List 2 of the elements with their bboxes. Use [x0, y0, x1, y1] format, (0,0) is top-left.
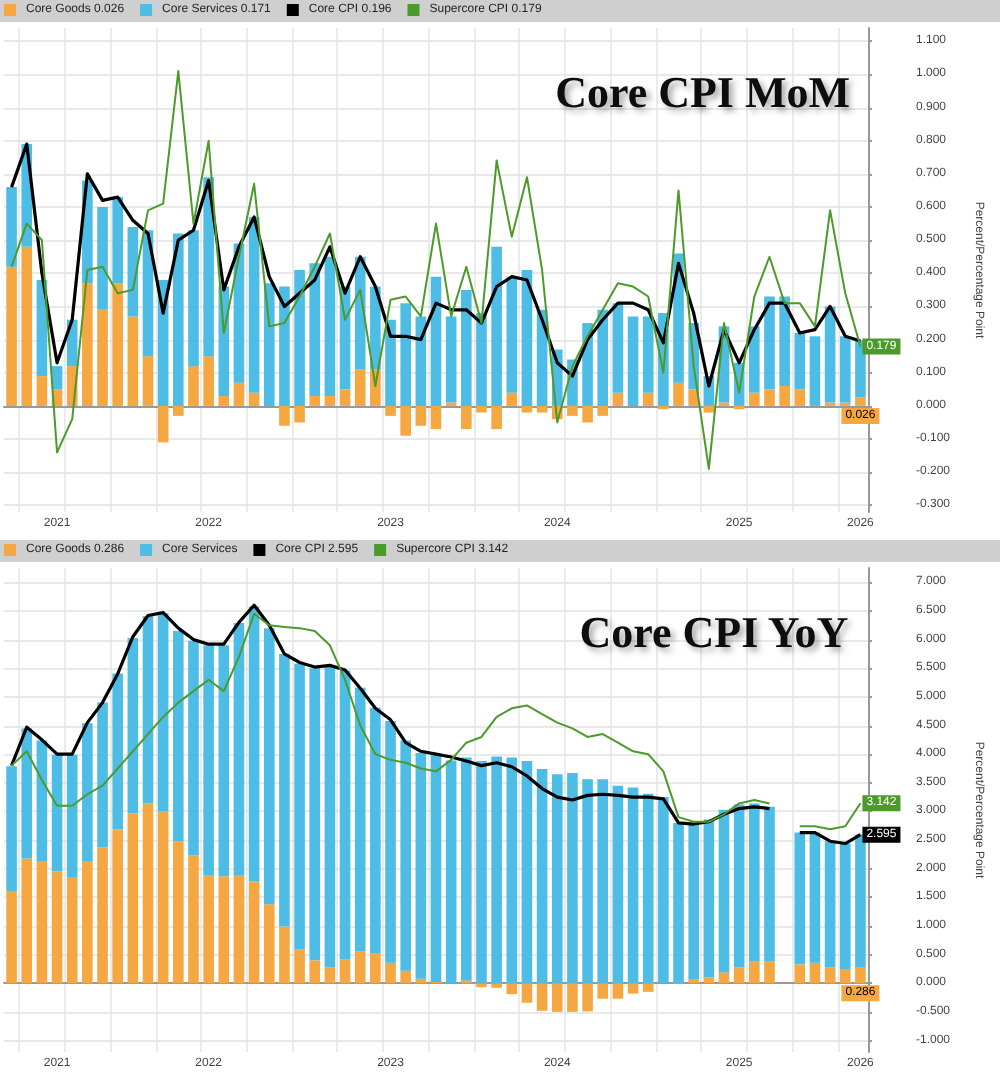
text: Core CPI YoY: [579, 607, 849, 657]
text: Core CPI MoM: [555, 67, 851, 117]
